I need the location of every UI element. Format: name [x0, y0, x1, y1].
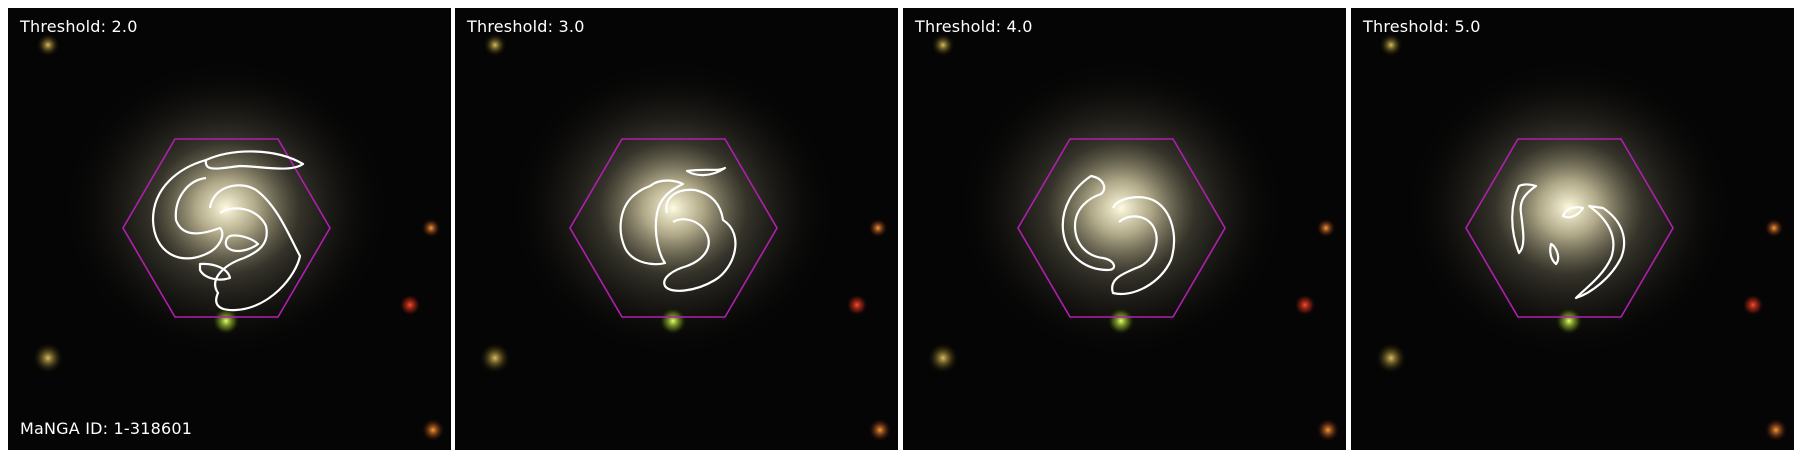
contours: [1511, 183, 1626, 300]
contour-line: [663, 188, 737, 292]
panel-threshold-5: Threshold: 5.0: [1351, 8, 1794, 450]
orange-star: [868, 418, 892, 442]
background-star: [32, 342, 64, 374]
red-star: [399, 294, 421, 316]
foreground-star: [1107, 307, 1135, 335]
ifu-hexagon: [569, 138, 778, 318]
contour-line: [1111, 196, 1175, 296]
threshold-label: Threshold: 5.0: [1363, 17, 1481, 36]
foreground-star: [212, 307, 240, 335]
galaxy-halo: [956, 58, 1286, 358]
galaxy-image: [903, 8, 1346, 450]
contour-line: [208, 184, 302, 312]
panel-threshold-3: Threshold: 3.0: [455, 8, 898, 450]
contour-line: [1511, 183, 1538, 255]
contours: [1061, 174, 1175, 296]
galaxy-image: [1351, 8, 1794, 450]
panel-threshold-2: Threshold: 2.0 MaNGA ID: 1-318601: [8, 8, 451, 450]
background-star: [1379, 33, 1403, 57]
contour-line: [619, 179, 685, 266]
contour-line: [204, 150, 305, 170]
foreground-star: [659, 307, 687, 335]
background-star: [479, 342, 511, 374]
orange-star: [1316, 418, 1340, 442]
red-star: [1294, 294, 1316, 316]
red-star: [1742, 294, 1764, 316]
galaxy-image: [8, 8, 451, 450]
red-star: [846, 294, 868, 316]
galaxy-image: [455, 8, 898, 450]
contour-line: [1061, 174, 1116, 272]
ifu-hexagon: [1017, 138, 1226, 318]
contour-line: [685, 166, 727, 177]
ifu-hexagon: [1465, 138, 1674, 318]
contours: [151, 150, 305, 312]
orange-star: [421, 418, 445, 442]
threshold-label: Threshold: 2.0: [20, 17, 138, 36]
manga-id-label: MaNGA ID: 1-318601: [20, 419, 193, 438]
galaxy-halo: [1404, 58, 1734, 358]
background-star: [483, 33, 507, 57]
background-star: [931, 33, 955, 57]
contour-line: [224, 234, 260, 253]
contour-line: [151, 158, 224, 260]
contour-line: [1574, 204, 1626, 300]
background-star: [1375, 342, 1407, 374]
orange-star: [1764, 418, 1788, 442]
galaxy-halo: [61, 58, 391, 358]
foreground-star: [1555, 307, 1583, 335]
threshold-label: Threshold: 4.0: [915, 17, 1033, 36]
background-star: [36, 33, 60, 57]
contour-line: [1561, 206, 1585, 219]
galaxy-halo: [508, 58, 838, 358]
ifu-hexagon: [122, 138, 331, 318]
contour-line: [198, 262, 232, 281]
orange-star: [868, 218, 888, 238]
orange-star: [1316, 218, 1336, 238]
orange-star: [1764, 218, 1784, 238]
background-star: [927, 342, 959, 374]
orange-star: [421, 218, 441, 238]
threshold-label: Threshold: 3.0: [467, 17, 585, 36]
contour-line: [1549, 242, 1560, 266]
contours: [619, 166, 737, 292]
panel-threshold-4: Threshold: 4.0: [903, 8, 1346, 450]
